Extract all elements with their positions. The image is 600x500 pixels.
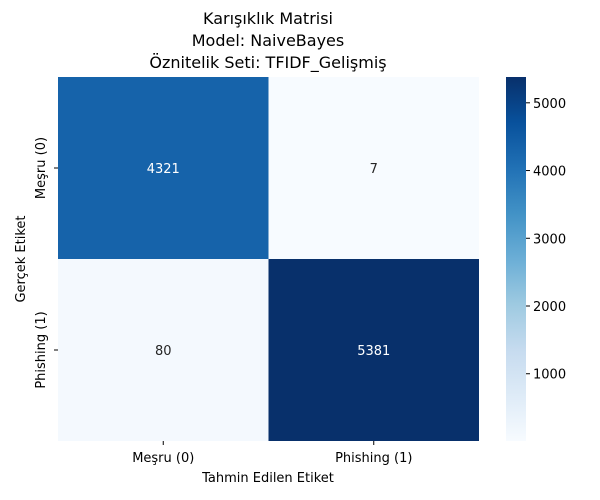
cell-value-r1-c0: 80: [155, 344, 172, 359]
colorbar-tick-label-3: 4000: [533, 165, 566, 180]
colorbar-tick-label-0: 1000: [533, 368, 566, 383]
heatmap-cell-r1-c0: [58, 259, 269, 441]
chart-title-line-1: Karışıklık Matrisi: [203, 9, 333, 28]
colorbar-ticks: 1000 2000 3000 4000 5000: [526, 97, 566, 383]
colorbar-tick-label-2: 3000: [533, 232, 566, 247]
x-axis-label: Tahmin Edilen Etiket: [201, 471, 334, 486]
x-tick-label-1: Phishing (1): [335, 451, 412, 466]
x-axis-ticks: Meşru (0) Phishing (1): [132, 441, 412, 466]
x-tick-label-0: Meşru (0): [132, 451, 194, 466]
cell-value-r0-c1: 7: [370, 162, 378, 177]
cell-value-r0-c0: 4321: [147, 162, 180, 177]
colorbar-tick-label-4: 5000: [533, 97, 566, 112]
y-tick-label-0: Meşru (0): [34, 137, 49, 199]
cell-value-r1-c1: 5381: [357, 344, 390, 359]
heatmap-cell-labels: 4321 7 80 5381: [147, 162, 391, 359]
heatmap-cells: [58, 77, 479, 441]
heatmap-cell-r0-c0: [58, 77, 269, 259]
colorbar-tick-label-1: 2000: [533, 300, 566, 315]
y-tick-label-1: Phishing (1): [34, 311, 49, 388]
y-axis-label: Gerçek Etiket: [14, 215, 29, 302]
chart-title-line-3: Öznitelik Seti: TFIDF_Gelişmiş: [149, 53, 386, 73]
chart-title-line-2: Model: NaiveBayes: [192, 31, 344, 50]
heatmap-cell-r0-c1: [268, 77, 479, 259]
y-axis-ticks: Meşru (0) Phishing (1): [34, 137, 58, 389]
chart-title: Karışıklık Matrisi Model: NaiveBayes Özn…: [149, 9, 386, 73]
colorbar: 1000 2000 3000 4000 5000: [506, 77, 566, 441]
colorbar-gradient: [506, 77, 526, 441]
heatmap-cell-r1-c1: [268, 259, 479, 441]
